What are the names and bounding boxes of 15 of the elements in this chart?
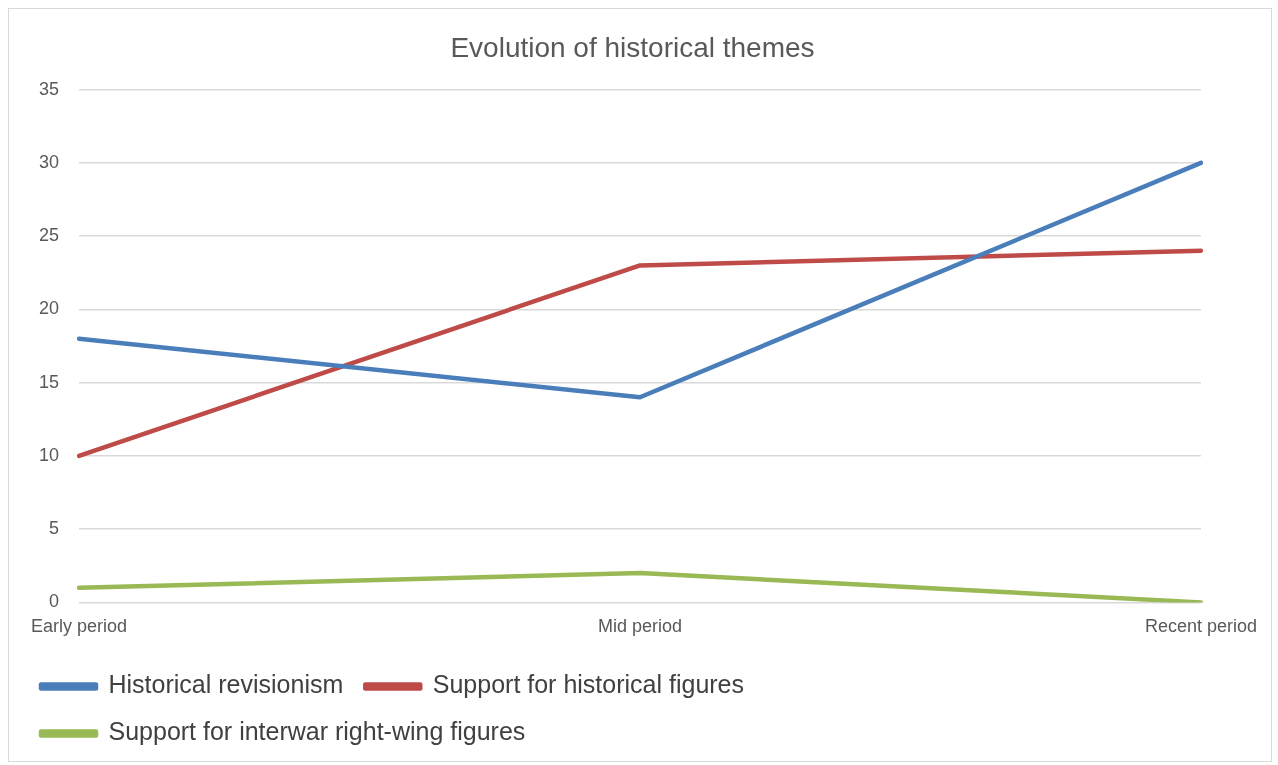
y-tick-label: 10: [38, 444, 60, 465]
legend-label: Historical revisionism: [108, 670, 344, 699]
x-tick-label: Mid period: [597, 616, 683, 637]
y-tick-label: 30: [38, 151, 60, 172]
y-tick-label: 25: [38, 225, 60, 246]
x-tick-label: Early period: [31, 616, 128, 637]
x-tick-label: Recent period: [1144, 616, 1257, 637]
y-tick-label: 0: [49, 591, 60, 612]
y-tick-label: 15: [38, 371, 60, 392]
y-tick-label: 20: [38, 298, 60, 319]
legend-label: Support for interwar right-wing figures: [108, 717, 526, 746]
y-tick-label: 5: [49, 518, 60, 539]
y-tick-label: 35: [38, 78, 60, 99]
legend-label: Support for historical figures: [432, 670, 745, 699]
chart-title: Evolution of historical themes: [450, 31, 815, 63]
